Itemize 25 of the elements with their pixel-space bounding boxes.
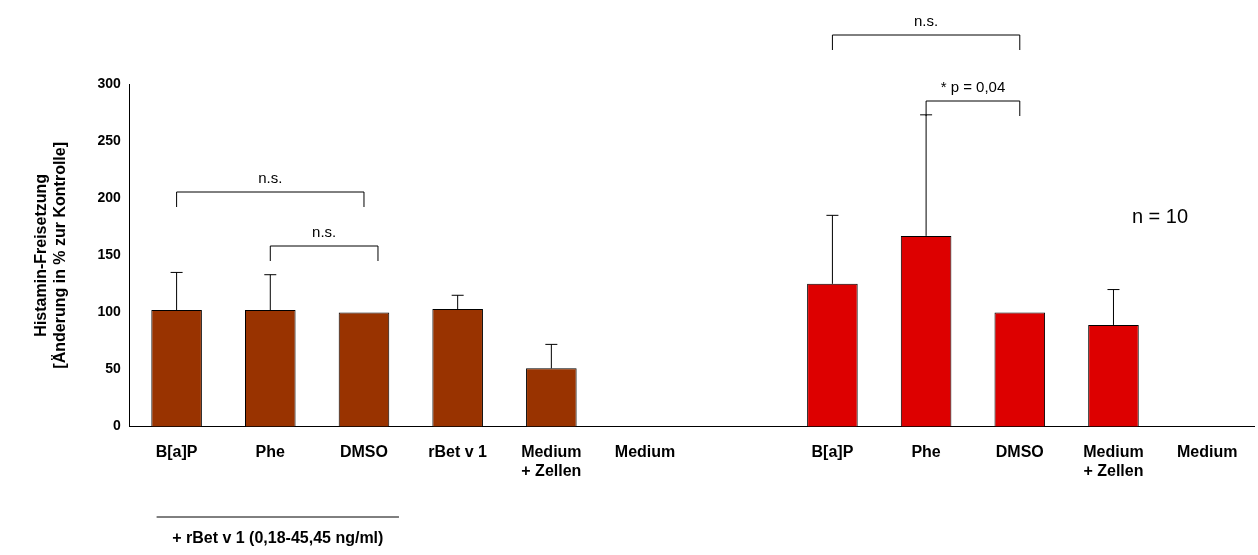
x-tick-label: rBet v 1 bbox=[428, 442, 488, 460]
y-tick-label: 200 bbox=[97, 189, 121, 206]
y-tick-label: 50 bbox=[105, 360, 121, 377]
x-tick-label: Medium bbox=[614, 442, 676, 460]
x-tick-label: Medium + Zellen bbox=[521, 442, 582, 479]
y-tick-label: 250 bbox=[97, 131, 121, 148]
x-tick-label: Phe bbox=[911, 442, 941, 460]
annotation: * p = 0,04 bbox=[940, 77, 1006, 95]
text: + rBet v 1 (0,18-45,45 ng/ml) bbox=[172, 529, 384, 547]
x-tick-label: Medium + Zellen bbox=[1083, 442, 1144, 479]
x-tick-label: B[a]P bbox=[155, 442, 198, 460]
y-axis-title: Histamin-Freisetzung [Änderung in % zur Kontrolle] bbox=[32, 141, 69, 369]
y-tick-label: 150 bbox=[97, 246, 121, 263]
x-tick-label: DMSO bbox=[995, 442, 1044, 460]
annotation: n = 10 bbox=[1131, 204, 1189, 227]
x-tick-label: Medium bbox=[1176, 442, 1238, 460]
annotation: n.s. bbox=[258, 168, 283, 186]
x-tick-label: Phe bbox=[255, 442, 286, 460]
x-tick-label: DMSO bbox=[339, 442, 388, 460]
x-tick-label: B[a]P bbox=[811, 442, 854, 460]
y-tick-label: 100 bbox=[97, 303, 121, 320]
text: n.s. bbox=[914, 11, 939, 29]
y-tick-label: 0 bbox=[112, 417, 121, 434]
y-tick-label: 300 bbox=[97, 74, 121, 91]
annotation: n.s. bbox=[312, 222, 337, 240]
